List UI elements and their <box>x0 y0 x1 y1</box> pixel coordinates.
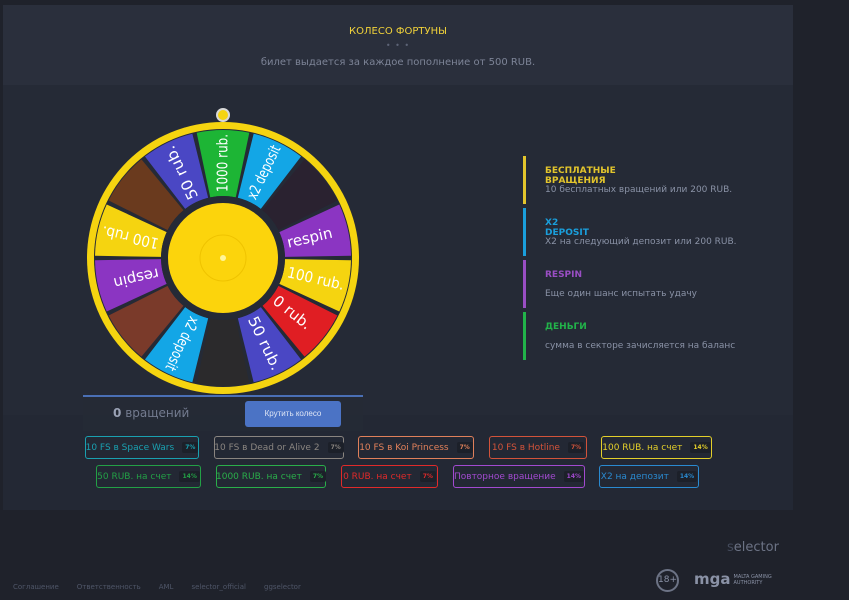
wheel-pointer-icon <box>216 108 230 122</box>
prize-label: Повторное вращение <box>453 471 556 482</box>
prize-chip: 10 FS в Hotline 7% <box>489 436 587 459</box>
legend-description: X2 на следующий депозит или 200 RUB. <box>545 237 737 247</box>
prize-label: 50 RUB. на счет <box>97 471 172 482</box>
legend-title: ДЕНЬГИ <box>545 322 587 332</box>
prize-percent: 7% <box>309 471 326 482</box>
prize-label: 10 FS в Dead or Alive 2 <box>214 442 320 453</box>
wheel-segment <box>144 307 209 383</box>
prize-percent: 7% <box>419 471 436 482</box>
prize-percent: 7% <box>327 442 344 453</box>
wheel-segment <box>95 259 167 312</box>
prize-chip: 0 RUB. на счет 7% <box>341 465 438 488</box>
prize-percent: 14% <box>690 442 711 453</box>
legend-description: 10 бесплатных вращений или 200 RUB. <box>545 185 733 195</box>
legend-color-bar <box>523 260 526 308</box>
legend-title: RESPIN <box>545 270 583 280</box>
spins-number: 0 <box>113 406 122 420</box>
legend-item: RESPIN Еще один шанс испытать удачу <box>523 260 697 312</box>
prize-label: 100 RUB. на счет <box>602 442 683 453</box>
selector-logo: selector <box>727 540 779 555</box>
wheel-segment <box>196 130 250 198</box>
wheel-segment <box>279 259 351 312</box>
legend-description: сумма в секторе зачисляется на баланс <box>545 341 736 351</box>
prize-chip: 10 FS в Koi Princess 7% <box>358 436 474 459</box>
spins-label: вращений <box>125 406 190 420</box>
prize-percent: 14% <box>563 471 585 482</box>
legend-item: X2 DEPOSIT X2 на следующий депозит или 20… <box>523 208 737 260</box>
footer-link[interactable]: ggselector <box>264 583 301 591</box>
hotline-image <box>196 318 250 386</box>
legend-item: ДЕНЬГИ сумма в секторе зачисляется на бал… <box>523 312 735 364</box>
prize-percent: 7% <box>182 442 199 453</box>
footer-link[interactable]: AML <box>158 583 174 591</box>
dead-or-alive-image <box>108 159 184 231</box>
prize-chip: 10 FS в Dead or Alive 2 7% <box>214 436 344 459</box>
legend-color-bar <box>523 208 526 256</box>
prize-chip: 100 RUB. на счет 14% <box>601 436 712 459</box>
prize-chip: 10 FS в Space Wars 7% <box>85 436 199 459</box>
spin-wheel-button[interactable]: Крутить колесо <box>245 401 341 427</box>
dots-divider: • • • <box>385 41 411 50</box>
prize-label: X2 на депозит <box>600 471 669 482</box>
prize-label: 10 FS в Space Wars <box>85 442 175 453</box>
prize-chip: Повторное вращение 14% <box>453 465 585 488</box>
wheel-segment <box>279 204 351 257</box>
mga-logo: mga MALTA GAMING AUTHORITY <box>694 570 772 588</box>
prize-label: 0 RUB. на счет <box>343 471 412 482</box>
prize-chip: X2 на депозит 14% <box>599 465 699 488</box>
spin-panel: 0 вращений Крутить колесо <box>83 395 363 431</box>
legend-title: X2 DEPOSIT <box>545 218 589 238</box>
prize-chip: 1000 RUB. на счет 7% <box>216 465 326 488</box>
spins-count: 0 вращений <box>113 406 189 420</box>
wheel-segment <box>95 204 167 257</box>
footer-link[interactable]: Ответственность <box>76 583 141 591</box>
footer-link[interactable]: selector_official <box>191 583 246 591</box>
page-title: КОЛЕСО ФОРТУНЫ <box>349 26 447 37</box>
footer-links: Соглашение Ответственность AML selector_off… <box>13 583 301 591</box>
segment-label: 1000 rub. <box>214 134 232 192</box>
legend: БЕСПЛАТНЫЕ ВРАЩЕНИЯ 10 бесплатных вращени… <box>523 156 737 364</box>
age-18-icon: 18+ <box>656 569 679 592</box>
prize-label: 10 FS в Koi Princess <box>359 442 449 453</box>
legend-color-bar <box>523 156 526 204</box>
prize-chip: 50 RUB. на счет 14% <box>96 465 201 488</box>
page-subtitle: билет выдается за каждое пополнение от 5… <box>260 57 536 68</box>
legend-title: БЕСПЛАТНЫЕ ВРАЩЕНИЯ <box>545 166 616 186</box>
wheel-segment <box>144 133 209 209</box>
prize-label: 10 FS в Hotline <box>491 442 560 453</box>
footer-link[interactable]: Соглашение <box>13 583 59 591</box>
prize-percent: 14% <box>179 471 200 482</box>
wheel-segment <box>262 285 338 357</box>
legend-description: Еще один шанс испытать удачу <box>545 289 697 299</box>
prize-percent: 14% <box>676 471 698 482</box>
prize-percent: 7% <box>456 442 473 453</box>
legend-item: БЕСПЛАТНЫЕ ВРАЩЕНИЯ 10 бесплатных вращени… <box>523 156 732 208</box>
panel-header: КОЛЕСО ФОРТУНЫ • • • билет выдается за к… <box>3 5 793 85</box>
koi-princess-image <box>108 285 184 357</box>
wheel-segment <box>237 307 302 383</box>
wheel-segment <box>237 133 302 209</box>
legend-color-bar <box>523 312 526 360</box>
prize-percent: 7% <box>567 442 585 453</box>
space-wars-image <box>262 159 338 231</box>
prize-label: 1000 RUB. на счет <box>216 471 302 482</box>
